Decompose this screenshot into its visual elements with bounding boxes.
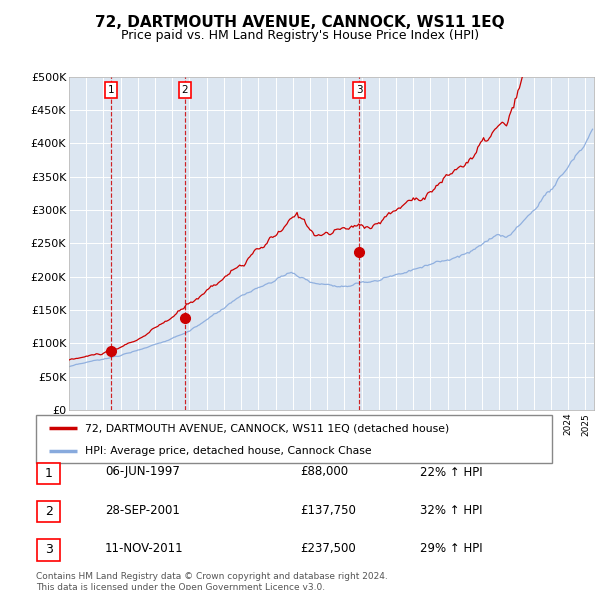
Text: HPI: Average price, detached house, Cannock Chase: HPI: Average price, detached house, Cann… — [85, 446, 371, 456]
Text: 2: 2 — [182, 85, 188, 95]
Text: 72, DARTMOUTH AVENUE, CANNOCK, WS11 1EQ (detached house): 72, DARTMOUTH AVENUE, CANNOCK, WS11 1EQ … — [85, 423, 449, 433]
Text: Contains HM Land Registry data © Crown copyright and database right 2024.
This d: Contains HM Land Registry data © Crown c… — [36, 572, 388, 590]
Text: 2: 2 — [44, 505, 53, 518]
Text: £88,000: £88,000 — [300, 466, 348, 478]
Text: 06-JUN-1997: 06-JUN-1997 — [105, 466, 180, 478]
Text: 11-NOV-2011: 11-NOV-2011 — [105, 542, 184, 555]
Text: 3: 3 — [356, 85, 362, 95]
Text: 3: 3 — [44, 543, 53, 556]
Text: Price paid vs. HM Land Registry's House Price Index (HPI): Price paid vs. HM Land Registry's House … — [121, 30, 479, 42]
Text: 72, DARTMOUTH AVENUE, CANNOCK, WS11 1EQ: 72, DARTMOUTH AVENUE, CANNOCK, WS11 1EQ — [95, 15, 505, 30]
Text: 28-SEP-2001: 28-SEP-2001 — [105, 504, 180, 517]
Text: 22% ↑ HPI: 22% ↑ HPI — [420, 466, 482, 478]
Text: 29% ↑ HPI: 29% ↑ HPI — [420, 542, 482, 555]
Text: £137,750: £137,750 — [300, 504, 356, 517]
Text: 32% ↑ HPI: 32% ↑ HPI — [420, 504, 482, 517]
Text: 1: 1 — [44, 467, 53, 480]
Text: £237,500: £237,500 — [300, 542, 356, 555]
Text: 1: 1 — [107, 85, 114, 95]
